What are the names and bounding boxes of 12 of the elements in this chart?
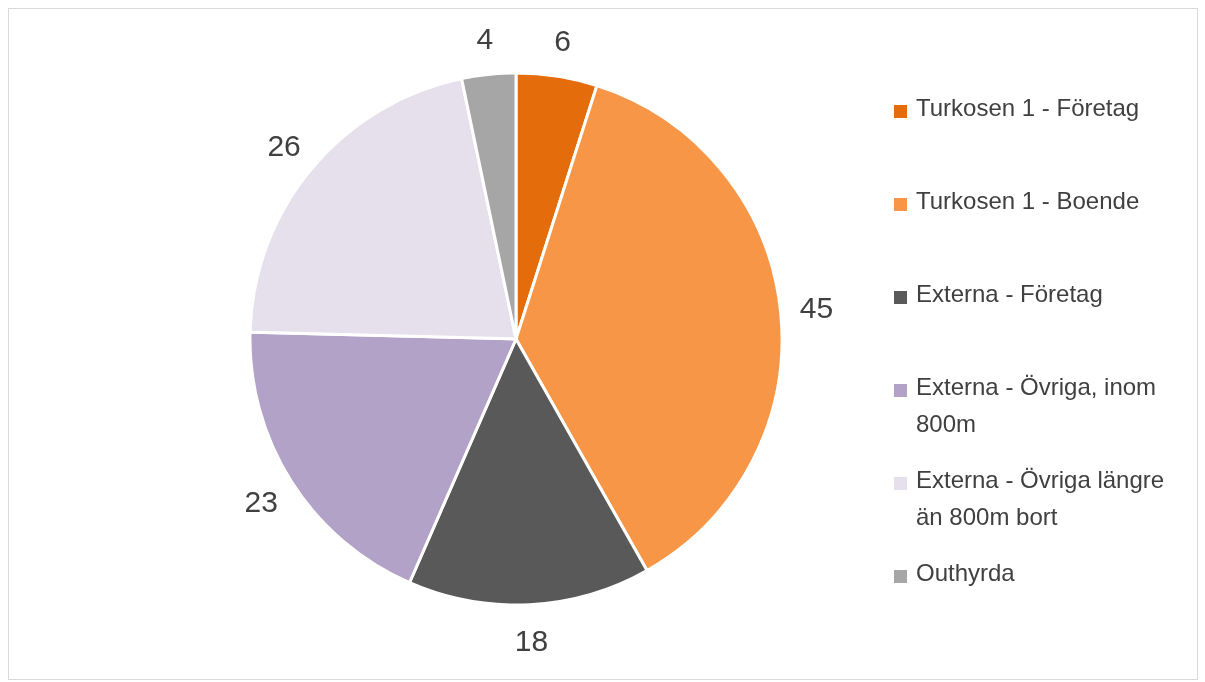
legend-label: Turkosen 1 - Företag — [916, 93, 1141, 123]
legend-label: Turkosen 1 - Boende — [916, 186, 1141, 216]
data-label: 6 — [554, 24, 571, 58]
legend-label: Outhyrda — [916, 558, 1016, 588]
legend-label: Externa - Övriga längre än 800m bort — [916, 465, 1166, 532]
data-label: 23 — [244, 484, 278, 518]
data-label: 45 — [799, 291, 834, 325]
data-label: 26 — [267, 129, 301, 163]
data-label: 18 — [514, 624, 549, 658]
data-label: 4 — [476, 22, 494, 56]
legend-label: Externa - Övriga, inom 800m — [916, 372, 1158, 439]
legend-label: Externa - Företag — [916, 279, 1104, 309]
